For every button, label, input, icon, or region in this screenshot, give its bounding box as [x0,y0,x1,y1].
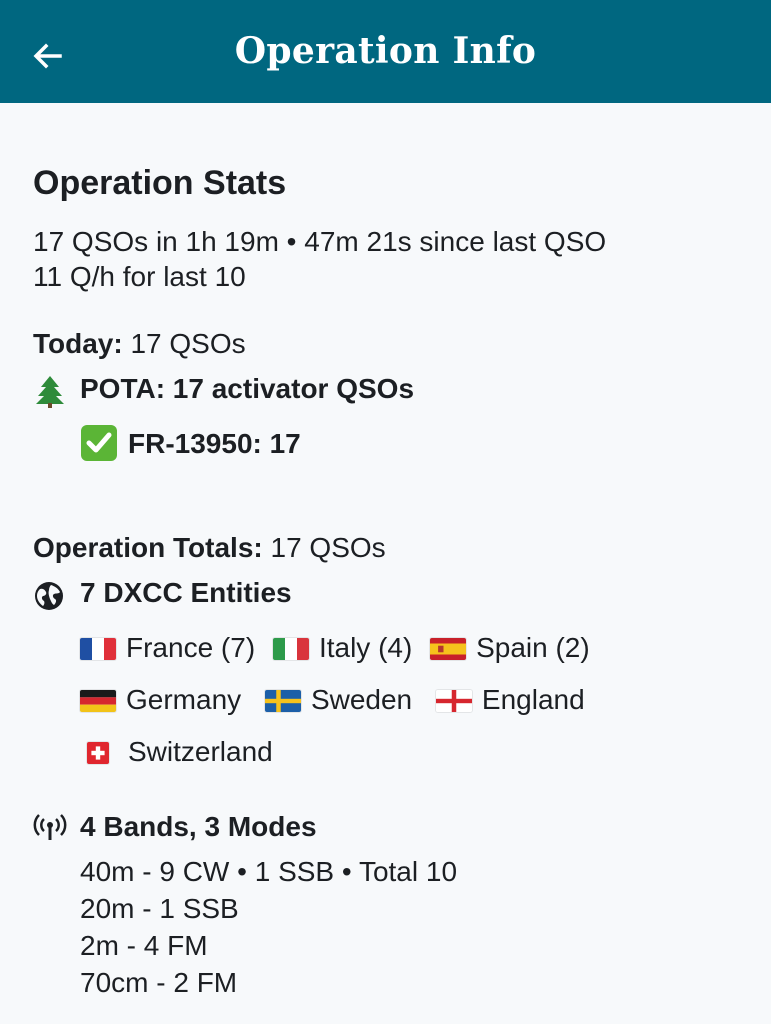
totals-label: Operation Totals: [33,532,263,563]
tree-icon [35,374,65,413]
arrow-left-icon[interactable] [28,36,68,76]
band-row: 70cm - 2 FM [80,967,238,998]
totals-value: 17 QSOs [262,532,386,563]
totals-row: Operation Totals: 17 QSOs [33,530,386,565]
today-row: Today: 17 QSOs [33,326,246,361]
entity-name: Germany [126,684,242,715]
list-item: France (7) [80,630,255,665]
entity-name: England [481,684,585,715]
page-title: Operation Info [234,30,537,72]
list-item: Sweden [264,682,413,717]
today-label: Today: [33,328,123,359]
entity-name: Spain (2) [476,632,590,663]
england-flag-icon [435,690,472,712]
pota-summary: POTA: 17 activator QSOs [80,373,415,404]
stats-rate: 11 Q/h for last 10 [33,261,246,292]
list-item: England [435,682,585,717]
entity-name: France (7) [126,632,256,663]
entities-row-1: France (7) Italy (4) Spain (2) [80,630,600,665]
entities-row-3: Switzerland [80,734,283,769]
entities-row-2: Germany Sweden England [80,682,595,717]
park-count: FR-13950: 17 [128,428,301,459]
band-row: 40m - 9 CW • 1 SSB • Total 10 [80,856,458,887]
list-item: Italy (4) [272,630,413,665]
germany-flag-icon [80,690,116,712]
bands-heading: 4 Bands, 3 Modes [80,811,317,842]
entity-name: Italy (4) [318,632,413,663]
italy-flag-icon [272,638,309,660]
today-value: 17 QSOs [122,328,246,359]
band-row: 2m - 4 FM [80,930,208,961]
dxcc-heading: 7 DXCC Entities [80,577,292,608]
list-item: Spain (2) [430,630,590,665]
check-mark-icon [80,424,118,467]
band-row: 20m - 1 SSB [80,893,239,924]
list-item: Switzerland [80,734,273,769]
sweden-flag-icon [264,690,301,712]
entity-name: Sweden [310,684,413,715]
globe-icon [33,580,65,617]
antenna-icon [33,813,67,848]
app-bar: Operation Info [0,0,771,103]
section-heading-stats: Operation Stats [33,164,287,202]
entity-name: Switzerland [128,736,273,767]
france-flag-icon [80,638,116,660]
switzerland-flag-icon [87,742,109,764]
list-item: Germany [80,682,241,717]
spain-flag-icon [430,638,467,660]
stats-summary: 17 QSOs in 1h 19m • 47m 21s since last Q… [33,226,607,257]
